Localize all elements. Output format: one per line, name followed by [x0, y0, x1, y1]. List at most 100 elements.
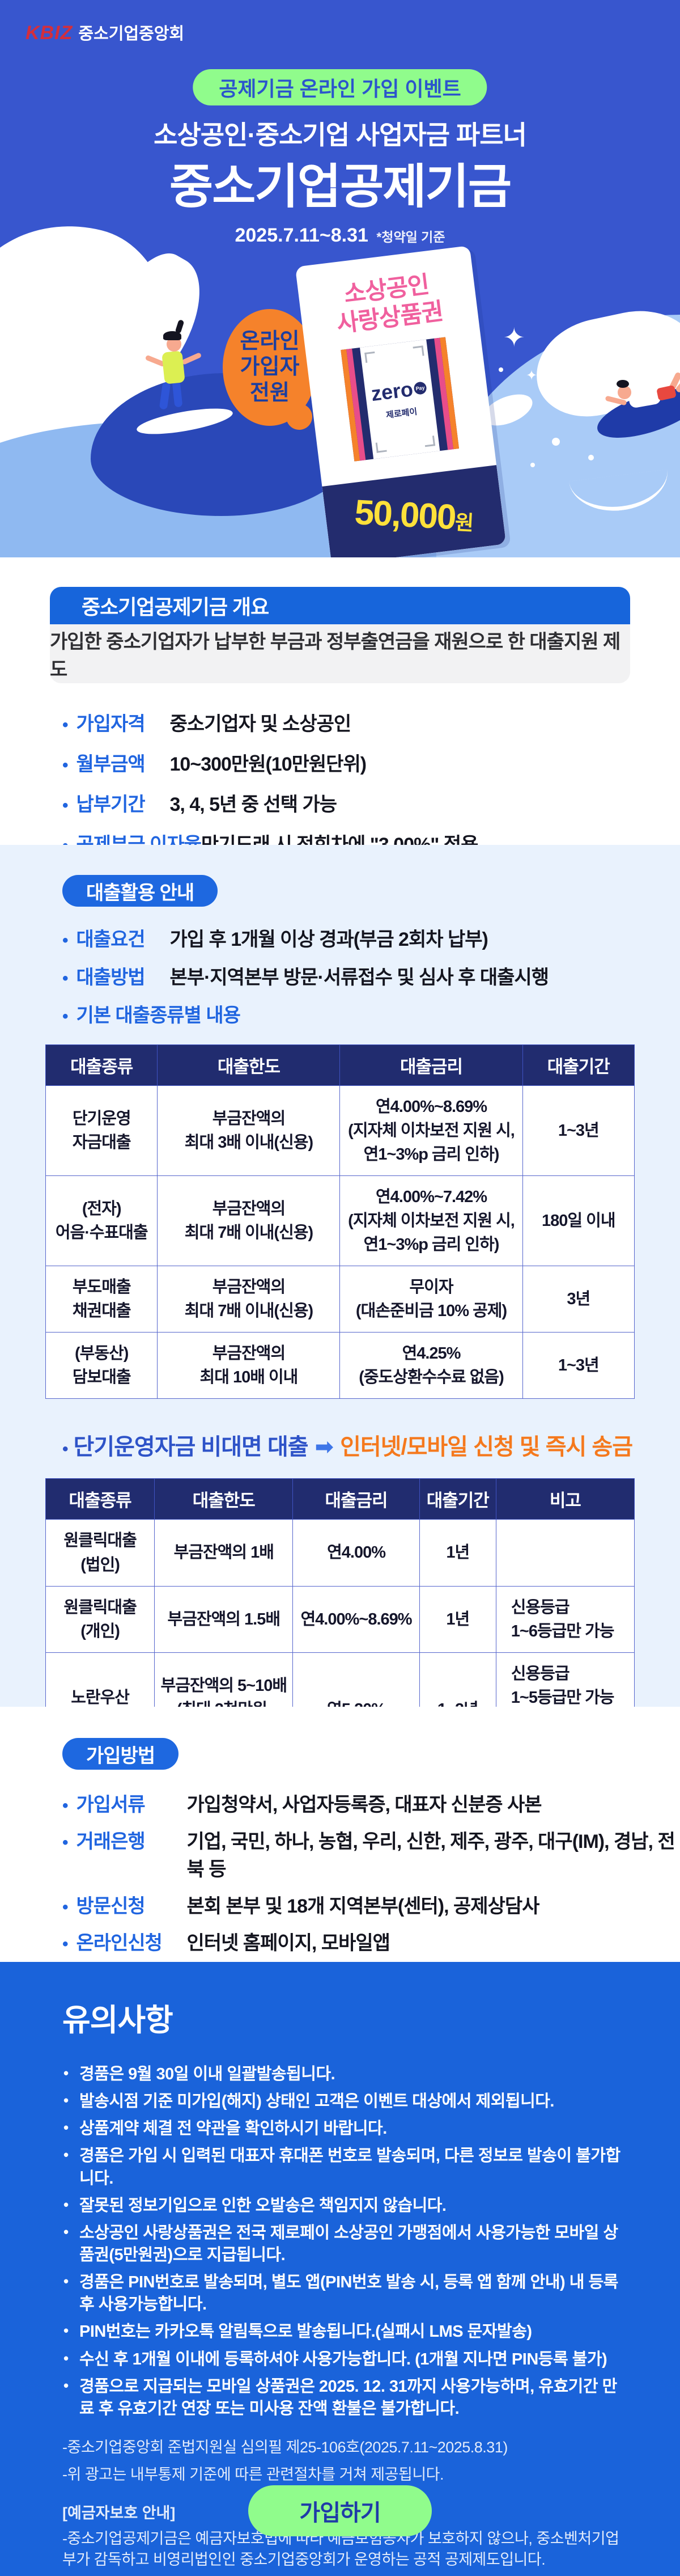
notice-item: 경품은 가입 시 입력된 대표자 휴대폰 번호로 발송되며, 다른 정보로 발송… — [62, 2145, 626, 2189]
table-cell: 신용등급 1~6등급만 가능 — [495, 1585, 635, 1653]
qr-corner — [413, 345, 424, 357]
zeropay-logo: zero Pay — [370, 376, 428, 407]
sparkle-icon: ✦ — [503, 323, 525, 352]
hero-title: 중소기업공제기금 — [169, 160, 512, 213]
table-cell: 원클릭대출 (개인) — [45, 1585, 155, 1653]
table-header-cell: 비고 — [495, 1478, 635, 1520]
coupon-title: 소상공인 사랑상품권 — [335, 270, 445, 337]
overview-card-description: 가입한 중소기업자가 납부한 부금과 정부출연금을 재원으로 한 대출지원 제도 — [50, 624, 630, 683]
loan-info-section: 대출활용 안내 대출요건 가입 후 1개월 이상 경과(부금 2회차 납부) 대… — [0, 845, 680, 1707]
org-name: 중소기업중앙회 — [78, 25, 185, 43]
item-value: 인터넷 홈페이지, 모바일앱 — [186, 1932, 390, 1954]
zeropay-korean-label: 제로페이 — [385, 407, 418, 421]
table-cell: 3년 — [522, 1266, 635, 1333]
event-period: 2025.7.11~8.31 *청약일 기준 — [0, 225, 680, 247]
notice-item: 수신 후 1개월 이내에 등록하셔야 사용가능합니다. (1개월 지나면 PIN… — [62, 2349, 626, 2371]
item-value: 본부·지역본부 방문·서류접수 및 심사 후 대출시행 — [169, 967, 549, 988]
item-value: 기업, 국민, 하나, 농협, 우리, 신한, 제주, 광주, 대구(IM), … — [186, 1831, 675, 1880]
table-cell: 1년 — [419, 1519, 496, 1587]
compliance-note: -중소기업중앙회 준법지원실 심의필 제25-106호(2025.7.11~20… — [62, 2438, 508, 2456]
sparkle-icon: ✦ — [526, 368, 538, 383]
list-item: 대출요건 가입 후 1개월 이상 경과(부금 2회차 납부) — [62, 924, 680, 951]
table-cell: (부동산) 담보대출 — [45, 1332, 158, 1399]
table-row: 원클릭대출 (법인) 부금잔액의 1배 연4.00% 1년 — [45, 1519, 635, 1587]
qr-corner — [375, 441, 387, 453]
untact-loan-heading: • 단기운영자금 비대면 대출 ➡ 인터넷/모바일 신청 및 즉시 송금 — [62, 1435, 633, 1460]
item-value: 10~300만원(10만원단위) — [169, 754, 367, 775]
zeropay-qr-frame: zero Pay 제로페이 — [360, 339, 440, 459]
gift-coupon-illustration: 소상공인 사랑상품권 zero Pay 제로페이 — [295, 246, 507, 557]
item-value: 가입 후 1개월 이상 경과(부금 2회차 납부) — [169, 929, 488, 950]
pay-badge-icon: Pay — [413, 381, 427, 396]
foam-dot — [530, 463, 535, 467]
item-label: 가입서류 — [76, 1794, 146, 1816]
join-item-list: 가입서류 가입청약서, 사업자등록증, 대표자 신분증 사본 거래은행 기업, … — [62, 1789, 680, 1962]
overview-card: 중소기업공제기금 개요 가입한 중소기업자가 납부한 부금과 정부출연금을 재원… — [50, 587, 630, 683]
foam-dot — [552, 438, 560, 446]
table-cell: 연4.00% — [292, 1519, 420, 1587]
notice-item: PIN번호는 카카오톡 알림톡으로 발송됩니다.(실패시 LMS 문자발송) — [62, 2321, 626, 2343]
table-header-row: 대출종류 대출한도 대출금리 대출기간 비고 — [45, 1478, 635, 1520]
bullet-dot: • — [62, 1440, 68, 1459]
list-item: 거래은행 기업, 국민, 하나, 농협, 우리, 신한, 제주, 광주, 대구(… — [62, 1826, 680, 1881]
table-header-cell: 대출기간 — [522, 1044, 635, 1086]
loan-section-badge: 대출활용 안내 — [62, 875, 218, 907]
table-cell: 부도매출 채권대출 — [45, 1266, 158, 1333]
table-cell: 부금잔액의 1배 — [154, 1519, 294, 1587]
untact-highlight: 인터넷/모바일 신청 및 즉시 송금 — [340, 1435, 633, 1460]
event-badge: 공제기금 온라인 가입 이벤트 — [193, 69, 487, 105]
list-item: 납부기간 3, 4, 5년 중 선택 가능 — [62, 789, 680, 817]
overview-item-list: 가입자격 중소기업자 및 소상공인 월부금액 10~300만원(10만원단위) … — [62, 708, 680, 845]
table-cell: 1~3년 — [522, 1085, 635, 1177]
table-header-cell: 대출기간 — [419, 1478, 496, 1520]
overview-card-title: 중소기업공제기금 개요 — [50, 587, 630, 624]
table-cell: 1년 — [419, 1585, 496, 1653]
item-value: 만기도래 시 전회차에 "3.00%" 적용 — [201, 834, 479, 845]
table-cell: 연4.00%~8.69% — [292, 1585, 420, 1653]
period-dates: 2025.7.11~8.31 — [235, 225, 368, 246]
qr-corner — [364, 351, 376, 363]
table-header-cell: 대출종류 — [45, 1044, 158, 1086]
sparkle-dot — [499, 367, 503, 372]
swimmer-illustration — [588, 363, 680, 459]
qr-corner — [424, 435, 436, 447]
list-item: 온라인신청 인터넷 홈페이지, 모바일앱 — [62, 1927, 680, 1955]
table-cell: 연4.25% (중도상환수수료 없음) — [339, 1332, 523, 1399]
compliance-note: -위 광고는 내부통제 기준에 따른 관련절차를 거쳐 제공됩니다. — [62, 2465, 444, 2483]
item-label: 대출방법 — [76, 967, 146, 988]
surfboard — [135, 403, 235, 439]
item-label: 온라인신청 — [76, 1932, 163, 1954]
table-cell: 연4.00%~8.69% (지자체 이차보전 지원 시, 연1~3%p 금리 인… — [339, 1085, 523, 1177]
item-value: 가입청약서, 사업자등록증, 대표자 신분증 사본 — [186, 1794, 542, 1816]
item-label: 월부금액 — [76, 754, 146, 775]
table-cell: 부금잔액의 최대 10배 이내 — [157, 1332, 341, 1399]
notice-title: 유의사항 — [62, 2003, 173, 2037]
list-item: 가입자격 중소기업자 및 소상공인 — [62, 708, 680, 736]
table-cell: 무이자 (대손준비금 10% 공제) — [339, 1266, 523, 1333]
table-row: (전자) 어음·수표대출 부금잔액의 최대 7배 이내(신용) 연4.00%~7.4… — [45, 1175, 635, 1267]
notice-bullet-list: 경품은 9월 30일 이내 일괄발송됩니다. 발송시점 기준 미가입(해지) 상… — [62, 2063, 626, 2420]
table-cell: 신용등급 1~5등급만 가능 개인(원클릭) 법인(대면) — [495, 1652, 635, 1707]
table-cell: 1~3년 — [522, 1332, 635, 1399]
table-cell: 노란우산 연계대출 * — [45, 1652, 155, 1707]
kbiz-logo-text: KBIZ — [26, 22, 73, 44]
notice-item: 잘못된 정보기입으로 인한 오발송은 책임지지 않습니다. — [62, 2195, 626, 2217]
item-label: 거래은행 — [76, 1831, 146, 1852]
join-button[interactable]: 가입하기 — [248, 2485, 432, 2536]
table-cell: 부금잔액의 최대 3배 이내(신용) — [157, 1085, 341, 1177]
item-label: 공제부금 이자율 — [76, 834, 202, 845]
table-cell: 1~2년 — [419, 1652, 496, 1707]
deposit-protection-title: [예금자보호 안내] — [62, 2504, 176, 2522]
item-label: 방문신청 — [76, 1896, 146, 1917]
table-row: (부동산) 담보대출 부금잔액의 최대 10배 이내 연4.25% (중도상환수수료… — [45, 1332, 635, 1399]
item-label: 납부기간 — [76, 794, 146, 815]
table-header-cell: 대출종류 — [45, 1478, 155, 1520]
coupon-amount-band: 50,000원 — [322, 465, 507, 557]
untact-loan-table: 대출종류 대출한도 대출금리 대출기간 비고 원클릭대출 (법인) 부금잔액의 1배 연4.… — [45, 1478, 635, 1707]
table-header-cell: 대출금리 — [339, 1044, 523, 1086]
online-subscriber-bubble: 온라인 가입자 전원 — [223, 309, 317, 426]
table-cell: 180일 이내 — [522, 1175, 635, 1267]
table-header-cell: 대출한도 — [154, 1478, 294, 1520]
join-method-section: 가입방법 가입서류 가입청약서, 사업자등록증, 대표자 신분증 사본 거래은행… — [0, 1707, 680, 1962]
item-value: 3, 4, 5년 중 선택 가능 — [169, 794, 338, 815]
